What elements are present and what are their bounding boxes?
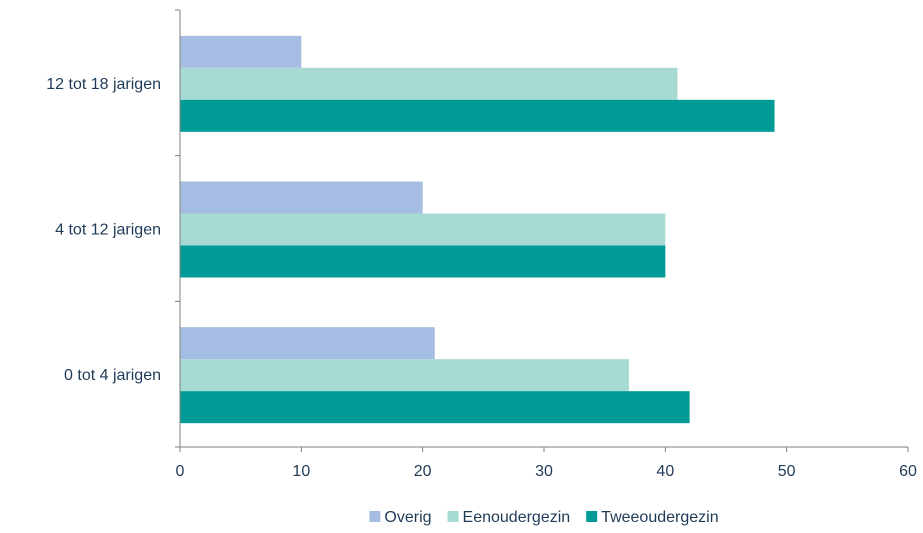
x-tick-label: 0 bbox=[176, 463, 185, 480]
x-tick-label: 40 bbox=[656, 463, 674, 480]
category-label: 0 tot 4 jarigen bbox=[64, 367, 161, 384]
bar-tweeoudergezin-0 bbox=[180, 99, 775, 132]
bar-eenoudergezin-2 bbox=[180, 359, 629, 392]
bar-tweeoudergezin-2 bbox=[180, 391, 690, 424]
x-tick-label: 50 bbox=[778, 463, 796, 480]
bar-eenoudergezin-1 bbox=[180, 213, 666, 246]
legend-item-tweeoudergezin: Tweeoudergezin bbox=[586, 509, 719, 526]
legend: Overig Eenoudergezin Tweeoudergezin bbox=[369, 509, 719, 526]
legend-label: Eenoudergezin bbox=[463, 509, 571, 526]
category-labels: 12 tot 18 jarigen 4 tot 12 jarigen 0 tot 4… bbox=[46, 76, 161, 384]
category-label: 12 tot 18 jarigen bbox=[46, 76, 161, 93]
x-tick-labels: 0 10 20 30 40 50 60 bbox=[176, 463, 917, 480]
x-tick-label: 60 bbox=[899, 463, 917, 480]
bar-overig-0 bbox=[180, 35, 302, 68]
legend-swatch bbox=[447, 511, 459, 522]
x-tick-label: 10 bbox=[292, 463, 310, 480]
bar-tweeoudergezin-1 bbox=[180, 245, 666, 278]
legend-label: Overig bbox=[384, 509, 431, 526]
x-tick-label: 30 bbox=[535, 463, 553, 480]
category-label: 4 tot 12 jarigen bbox=[55, 222, 161, 239]
legend-label: Tweeoudergezin bbox=[601, 509, 718, 526]
legend-swatch bbox=[586, 511, 598, 522]
axes bbox=[175, 9, 909, 452]
bar-overig-1 bbox=[180, 181, 423, 214]
bar-eenoudergezin-0 bbox=[180, 67, 678, 100]
bars bbox=[180, 35, 775, 424]
x-tick-label: 20 bbox=[414, 463, 432, 480]
legend-item-overig: Overig bbox=[369, 509, 432, 526]
bar-overig-2 bbox=[180, 327, 435, 360]
legend-item-eenoudergezin: Eenoudergezin bbox=[447, 509, 571, 526]
legend-swatch bbox=[369, 511, 381, 522]
